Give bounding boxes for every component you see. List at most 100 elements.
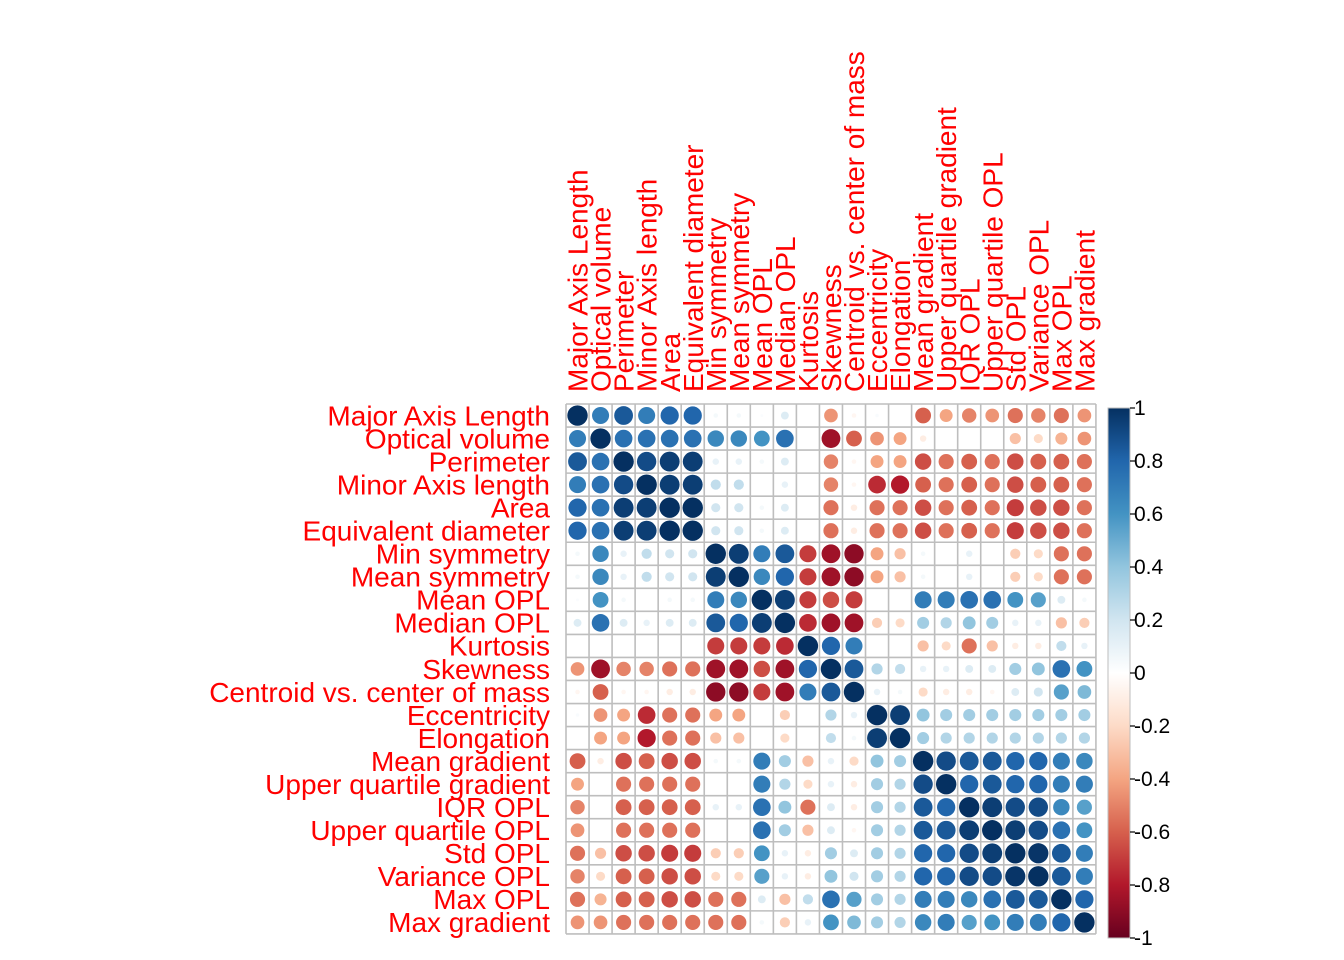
corr-point bbox=[1005, 866, 1026, 887]
corr-point bbox=[775, 567, 795, 586]
col-label: Upper quartile OPL bbox=[977, 152, 1008, 392]
col-label: Mean OPL bbox=[747, 258, 778, 392]
corr-point bbox=[851, 827, 857, 833]
corr-point bbox=[754, 868, 770, 884]
corr-point bbox=[570, 869, 585, 884]
corr-point bbox=[666, 688, 673, 696]
corr-point bbox=[780, 733, 790, 743]
corr-point bbox=[659, 474, 680, 495]
corr-point bbox=[575, 551, 580, 557]
corr-point bbox=[799, 568, 817, 586]
col-label: Std OPL bbox=[1000, 286, 1031, 392]
corr-point bbox=[592, 406, 610, 425]
corr-point bbox=[661, 891, 678, 908]
corr-point bbox=[684, 799, 701, 816]
corr-point bbox=[1076, 523, 1092, 539]
corr-point bbox=[803, 779, 813, 789]
corr-point bbox=[938, 523, 954, 539]
corr-point bbox=[685, 822, 701, 838]
corr-point bbox=[751, 589, 773, 611]
corr-point bbox=[799, 683, 817, 701]
corr-point bbox=[616, 822, 632, 838]
col-label: Elongation bbox=[885, 260, 916, 392]
corr-point bbox=[732, 708, 746, 722]
corr-point bbox=[753, 845, 770, 862]
corr-point bbox=[639, 822, 655, 838]
legend-tick-label: -1 bbox=[1134, 927, 1153, 950]
corr-point bbox=[1005, 797, 1025, 817]
corr-point bbox=[708, 891, 724, 907]
corr-point bbox=[1009, 709, 1022, 722]
corr-point bbox=[1053, 569, 1069, 585]
corr-point bbox=[688, 572, 698, 582]
corr-point bbox=[682, 451, 703, 472]
corr-point bbox=[712, 803, 719, 811]
corr-point bbox=[961, 408, 977, 423]
corr-point bbox=[665, 618, 674, 627]
corr-point bbox=[918, 687, 928, 697]
corr-point bbox=[959, 820, 980, 841]
corr-point bbox=[1011, 688, 1020, 696]
corr-point bbox=[613, 474, 634, 495]
corr-point bbox=[781, 481, 789, 488]
corr-point bbox=[568, 430, 587, 448]
corr-point bbox=[849, 871, 859, 881]
col-label: Max gradient bbox=[1069, 230, 1100, 392]
corr-point bbox=[1055, 617, 1067, 629]
corr-point bbox=[871, 870, 884, 883]
corr-point bbox=[850, 803, 858, 811]
corr-point bbox=[778, 755, 791, 768]
corr-point bbox=[780, 457, 789, 466]
corr-point bbox=[937, 867, 956, 886]
corr-point bbox=[1075, 775, 1093, 793]
corr-point bbox=[894, 778, 906, 790]
corr-point bbox=[960, 891, 978, 908]
corr-point bbox=[568, 521, 587, 540]
legend-tick-label: 0 bbox=[1134, 662, 1146, 685]
corr-point bbox=[869, 500, 885, 516]
corr-point bbox=[613, 497, 634, 518]
corr-point bbox=[917, 732, 930, 745]
corr-point bbox=[1006, 522, 1024, 540]
corr-point bbox=[1030, 453, 1047, 470]
corr-point bbox=[661, 752, 678, 770]
corr-point bbox=[871, 778, 884, 791]
corr-point bbox=[690, 597, 696, 603]
corr-point bbox=[1006, 775, 1025, 794]
corr-point bbox=[937, 591, 955, 609]
corr-point bbox=[733, 732, 745, 744]
corr-point bbox=[569, 753, 586, 770]
corr-point bbox=[827, 780, 835, 788]
corr-point bbox=[665, 572, 675, 582]
col-label: Centroid vs. center of mass bbox=[839, 51, 870, 392]
corr-point bbox=[824, 847, 837, 860]
corr-point bbox=[636, 451, 657, 472]
corr-point bbox=[869, 523, 885, 539]
corr-point bbox=[894, 870, 906, 882]
legend-tick-label: -0.2 bbox=[1134, 715, 1170, 738]
corr-point bbox=[913, 774, 933, 794]
corr-point bbox=[614, 406, 634, 425]
corr-point bbox=[570, 662, 585, 676]
corr-point bbox=[1076, 500, 1092, 516]
corr-point bbox=[870, 431, 884, 446]
corr-point bbox=[1007, 591, 1024, 608]
corr-point bbox=[1053, 522, 1070, 539]
corr-point bbox=[940, 732, 952, 744]
corr-point bbox=[851, 413, 857, 418]
corr-point bbox=[1076, 454, 1092, 470]
corr-point bbox=[621, 689, 626, 695]
corr-point bbox=[613, 451, 634, 472]
corr-point bbox=[895, 618, 905, 628]
corr-point bbox=[1032, 709, 1045, 722]
corr-point bbox=[661, 868, 678, 885]
corr-point bbox=[685, 776, 701, 792]
corr-point bbox=[1005, 820, 1026, 841]
corr-point bbox=[591, 452, 610, 471]
corr-point bbox=[684, 891, 701, 908]
corr-point bbox=[844, 567, 864, 587]
corr-point bbox=[1053, 476, 1070, 493]
corr-point bbox=[1052, 821, 1071, 840]
corr-point bbox=[735, 803, 743, 811]
corr-point bbox=[1081, 642, 1088, 650]
